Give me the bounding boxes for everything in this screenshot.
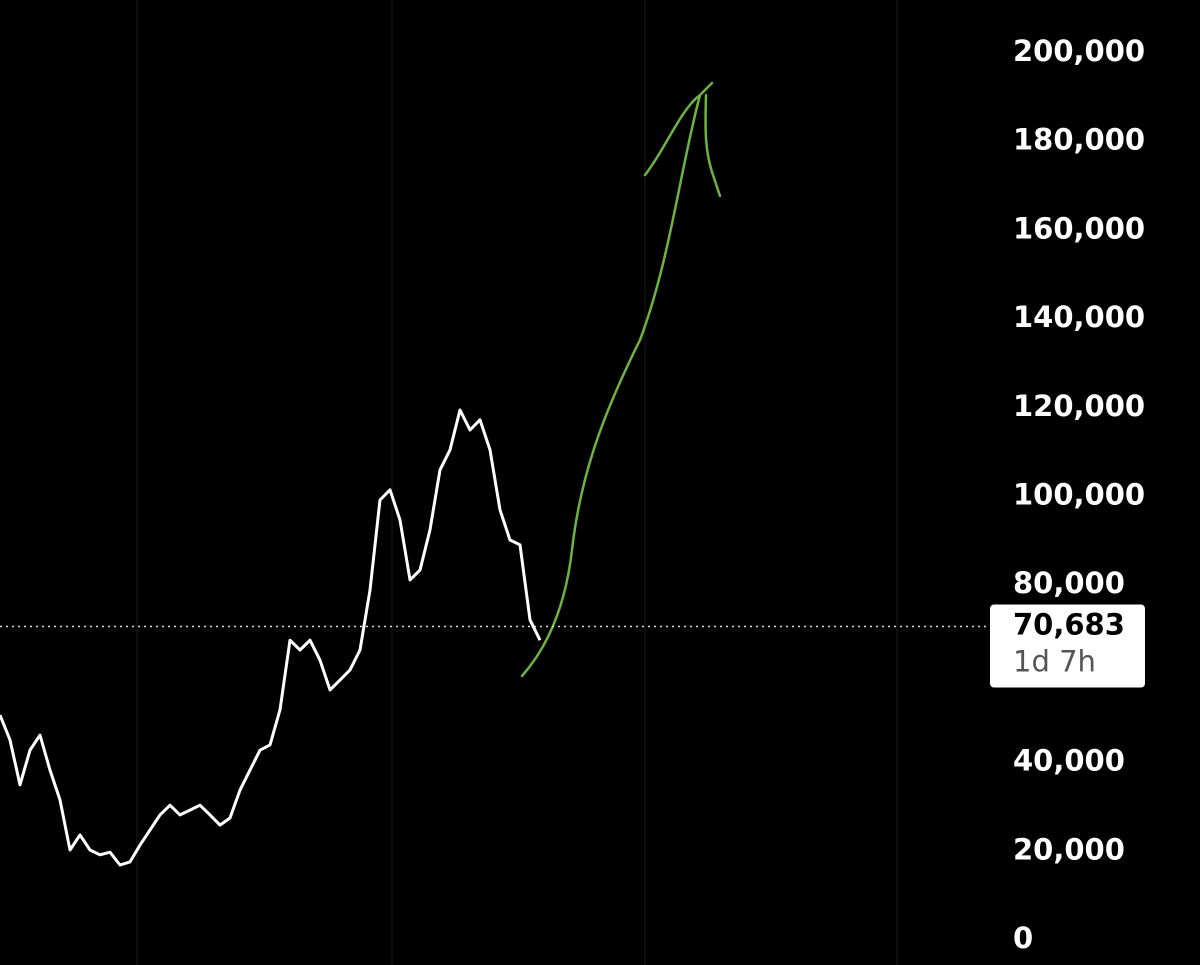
y-tick-label: 160,000	[1013, 211, 1145, 245]
price-line	[0, 408, 542, 867]
y-tick-label: 0	[1013, 921, 1033, 955]
vertical-grid	[136, 0, 898, 965]
price-box	[990, 604, 1145, 688]
y-tick-label: 200,000	[1013, 34, 1145, 68]
y-tick-label: 180,000	[1013, 123, 1145, 157]
y-tick-label: 40,000	[1013, 744, 1125, 778]
y-tick-label: 120,000	[1013, 389, 1145, 423]
countdown-label: 1d 7h	[1013, 645, 1096, 679]
y-tick-label: 80,000	[1013, 566, 1125, 600]
current-price-label: 70,683	[1013, 608, 1125, 642]
y-tick-label: 100,000	[1013, 478, 1145, 512]
y-tick-label: 140,000	[1013, 300, 1145, 334]
y-tick-label: 20,000	[1013, 832, 1125, 866]
hand-drawn-arrow	[520, 81, 722, 678]
